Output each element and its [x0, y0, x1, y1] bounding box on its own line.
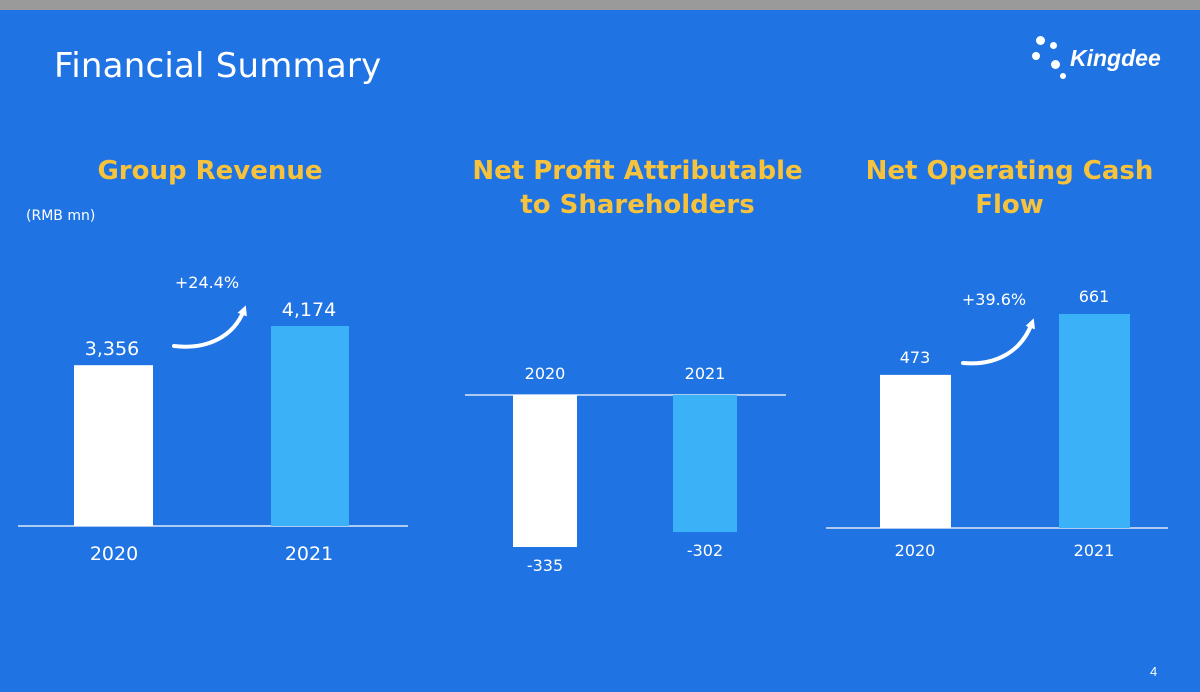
slide-title: Financial Summary	[54, 46, 382, 86]
logo-dot-icon	[1051, 60, 1060, 69]
revenue-bar-2021	[271, 326, 349, 526]
cash-flow-value-label-2020: 473	[900, 348, 931, 367]
cash-flow-growth-arrow-icon	[961, 318, 1035, 366]
revenue-bar-2020	[74, 365, 153, 526]
net-profit-value-label-2021: -302	[687, 541, 723, 560]
cash-flow-bar-2021	[1059, 314, 1130, 528]
unit-label: (RMB mn)	[26, 208, 96, 224]
logo-dot-icon	[1032, 52, 1040, 60]
net-profit-bar-2020	[513, 395, 577, 547]
chart-title-cash-flow: Net Operating Cash Flow	[865, 156, 1154, 220]
kingdee-logo: Kingdee	[1032, 36, 1182, 86]
revenue-value-label-2021: 4,174	[282, 299, 336, 321]
chart-title-revenue: Group Revenue	[97, 156, 323, 186]
revenue-category-2021: 2021	[285, 543, 333, 565]
cash-flow-growth-label: +39.6%	[962, 290, 1026, 309]
net-profit-category-2020: 2020	[525, 364, 566, 383]
revenue-growth-arrow-icon	[172, 305, 247, 349]
logo-dot-icon	[1036, 36, 1045, 45]
revenue-growth-label: +24.4%	[175, 273, 239, 292]
chart-title-net-profit: Net Profit Attributable to Shareholders	[472, 156, 803, 220]
net-profit-value-label-2020: -335	[527, 556, 563, 575]
revenue-category-2020: 2020	[90, 543, 138, 565]
cash-flow-bar-2020	[880, 374, 951, 528]
logo-dot-icon	[1050, 42, 1057, 49]
page-number: 4	[1150, 664, 1158, 679]
cash-flow-value-label-2021: 661	[1079, 287, 1110, 306]
top-border	[0, 0, 1200, 10]
logo-dot-icon	[1060, 73, 1066, 79]
cash-flow-category-2021: 2021	[1074, 541, 1115, 560]
net-profit-bar-2021	[673, 395, 737, 533]
cash-flow-category-2020: 2020	[895, 541, 936, 560]
net-profit-category-2021: 2021	[685, 364, 726, 383]
revenue-value-label-2020: 3,356	[85, 338, 139, 360]
logo-text: Kingdee	[1070, 45, 1161, 71]
